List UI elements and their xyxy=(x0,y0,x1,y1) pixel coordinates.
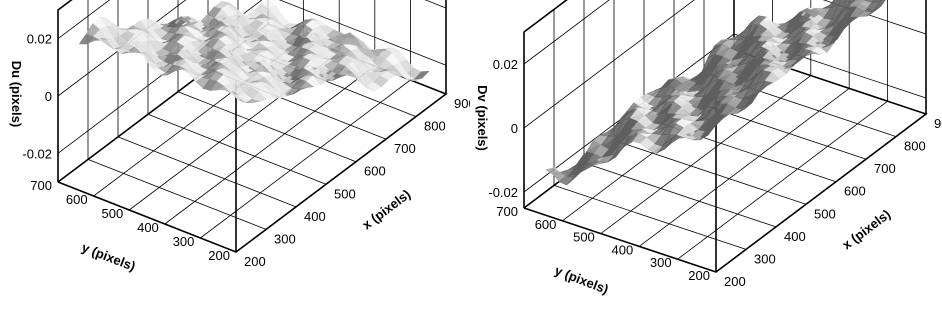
x-tick-label: 300 xyxy=(274,231,296,246)
surface-patch xyxy=(837,0,847,6)
y-tick-label: 300 xyxy=(173,234,195,249)
grid-line xyxy=(57,0,447,154)
x-tick-label: 400 xyxy=(304,209,326,224)
x-tick-label: 800 xyxy=(424,119,446,134)
grid-line xyxy=(638,88,850,247)
x-tick-label: 500 xyxy=(814,206,836,221)
dv-surface-plot: 200 300 400 500 600 700 800 900 200 300 400 500 600 7… xyxy=(475,0,942,297)
tick-labels: 200 300 400 500 600 700 800 900 200 300 400 500 600 7… xyxy=(488,57,942,289)
x-tick-label: 700 xyxy=(874,161,896,176)
grid-line xyxy=(523,0,610,65)
z-axis-label: Dv (pixels) xyxy=(475,85,490,151)
surface-patch xyxy=(413,71,430,80)
surface-patch xyxy=(871,0,881,3)
y-tick-label: 700 xyxy=(30,178,52,193)
du-surface-plot: 200 300 400 500 600 700 800 900 200 300 400 500 600 7… xyxy=(9,0,470,274)
y-tick-label: 400 xyxy=(611,242,633,257)
z-tick-label: 0 xyxy=(511,121,518,136)
surface xyxy=(78,0,430,104)
x-tick-label: 400 xyxy=(784,229,806,244)
frame-edge xyxy=(523,0,927,208)
grid-line xyxy=(164,65,376,225)
y-tick-label: 200 xyxy=(688,268,710,283)
grid-line xyxy=(147,113,327,185)
surface-patch xyxy=(863,0,874,3)
x-tick-label: 600 xyxy=(844,184,866,199)
y-tick-label: 500 xyxy=(573,230,595,245)
y-tick-label: 600 xyxy=(535,217,557,232)
surface-patch xyxy=(847,0,859,7)
y-tick-label: 700 xyxy=(496,204,518,219)
y-axis-label: y (pixels) xyxy=(553,263,611,297)
grid-line xyxy=(613,139,807,205)
x-tick-label: 900 xyxy=(454,96,470,111)
x-tick-label: 200 xyxy=(724,274,746,289)
y-tick-label: 200 xyxy=(208,248,230,263)
z-tick-label: -0.02 xyxy=(488,185,518,200)
y-tick-label: 500 xyxy=(101,206,123,221)
x-axis-label: x (pixels) xyxy=(839,206,893,252)
grid-line xyxy=(177,91,357,163)
x-axis-label: x (pixels) xyxy=(359,186,413,232)
y-axis-label: y (pixels) xyxy=(80,240,138,274)
dv-surface-chart: 200 300 400 500 600 700 800 900 200 300 400 500 600 7… xyxy=(470,0,942,329)
x-tick-label: 300 xyxy=(754,251,776,266)
tick-labels: 200 300 400 500 600 700 800 900 200 300 400 500 600 7… xyxy=(22,32,470,269)
surface xyxy=(545,0,886,186)
x-tick-label: 600 xyxy=(364,164,386,179)
z-axis-label: Du (pixels) xyxy=(9,61,24,127)
grid-line xyxy=(583,162,777,228)
x-tick-label: 900 xyxy=(934,116,942,131)
z-tick-label: -0.02 xyxy=(22,146,52,161)
z-tick-label: 0.02 xyxy=(493,57,518,72)
y-tick-label: 600 xyxy=(66,192,88,207)
x-tick-label: 200 xyxy=(244,254,266,269)
surface-patch xyxy=(829,0,841,9)
y-tick-label: 400 xyxy=(137,220,159,235)
frame-edge xyxy=(57,0,447,182)
surface-patch xyxy=(879,0,883,2)
z-tick-label: 0.02 xyxy=(27,32,52,47)
grid-line xyxy=(553,185,747,250)
du-surface-chart: 200 300 400 500 600 700 800 900 200 300 400 500 600 7… xyxy=(0,0,470,329)
grid-line xyxy=(677,100,888,260)
x-tick-label: 700 xyxy=(394,141,416,156)
x-tick-label: 800 xyxy=(904,139,926,154)
x-tick-label: 500 xyxy=(334,186,356,201)
grid-line xyxy=(117,136,297,208)
surface-patch xyxy=(845,0,852,2)
y-tick-label: 300 xyxy=(650,255,672,270)
z-tick-label: 0 xyxy=(45,89,52,104)
grid-line xyxy=(600,75,812,234)
